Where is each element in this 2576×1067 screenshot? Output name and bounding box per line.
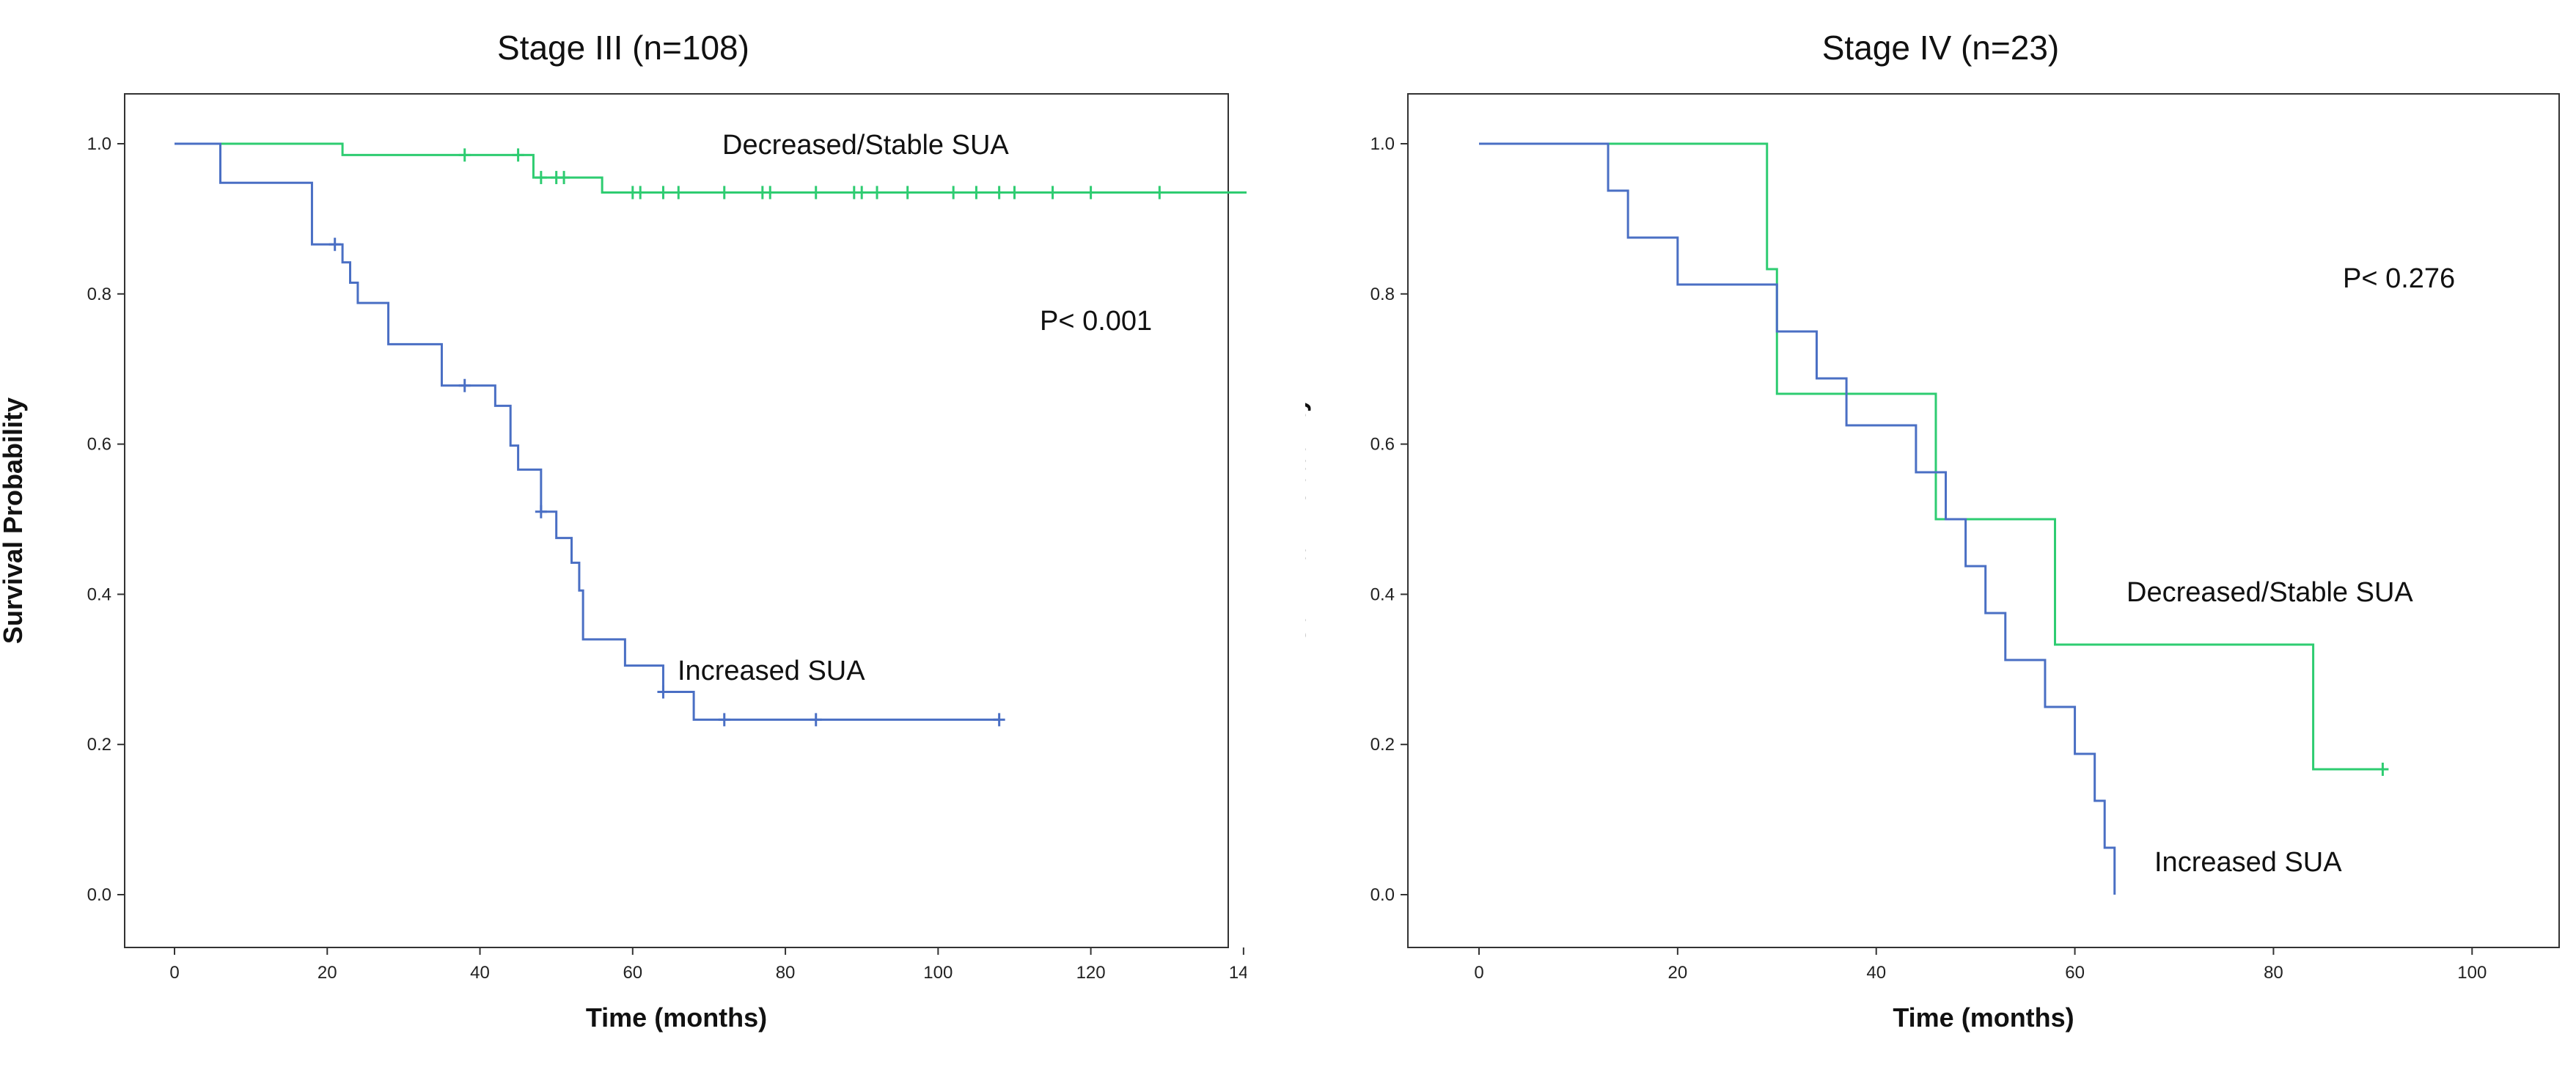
survival-curve-increased xyxy=(175,142,999,721)
censor-mark xyxy=(901,186,914,199)
x-tick-label: 60 xyxy=(623,963,642,983)
x-axis-title: Time (months) xyxy=(586,1002,767,1033)
censor-mark xyxy=(810,713,822,727)
series-label-increased: Increased SUA xyxy=(678,656,865,686)
censor-mark xyxy=(657,685,669,699)
plot-frame xyxy=(124,93,1229,948)
y-tick-label: 0.4 xyxy=(1370,584,1395,604)
survival-curve-decreased-stable xyxy=(175,142,1247,194)
y-tick-label: 0.2 xyxy=(1370,735,1395,755)
y-axis-title: Survival Probability xyxy=(1305,397,1311,644)
chart-stage-iii: Stage III (n=108) 0.0 0.2 0.4 0.6 0.8 1.0 0 20 4… xyxy=(0,0,1247,1067)
p-value: P< 0.276 xyxy=(2343,263,2455,294)
censor-mark xyxy=(718,186,730,199)
y-tick-label: 0.0 xyxy=(87,885,111,905)
censor-mark xyxy=(871,186,884,199)
series-label-decreased-stable: Decreased/Stable SUA xyxy=(2127,577,2413,608)
x-tick-label: 20 xyxy=(1668,963,1688,983)
censor-mark xyxy=(329,238,341,252)
censor-mark xyxy=(970,186,983,199)
x-tick-label: 20 xyxy=(318,963,337,983)
plot-frame xyxy=(1407,93,2560,948)
censor-mark xyxy=(535,505,547,518)
y-tick-label: 1.0 xyxy=(87,134,111,154)
y-tick-label: 0.8 xyxy=(1370,285,1395,304)
censor-mark xyxy=(634,186,647,199)
x-tick-label: 0 xyxy=(1474,963,1483,983)
y-tick-label: 1.0 xyxy=(1370,134,1395,154)
y-tick-label: 0.0 xyxy=(1370,885,1395,905)
censor-mark xyxy=(1046,186,1059,199)
chart-title: Stage IV (n=23) xyxy=(1821,29,2060,67)
p-value: P< 0.001 xyxy=(1040,306,1152,337)
x-tick-label: 60 xyxy=(2065,963,2085,983)
censor-mark xyxy=(993,713,1005,727)
censor-mark xyxy=(657,186,669,199)
y-tick-label: 0.4 xyxy=(87,584,111,604)
x-tick-label: 40 xyxy=(470,963,490,983)
censor-mark xyxy=(458,378,471,392)
censor-mark xyxy=(764,186,777,199)
censor-mark xyxy=(2377,762,2389,776)
x-tick-label: 80 xyxy=(776,963,796,983)
y-tick-label: 0.2 xyxy=(87,735,111,755)
censor-mark xyxy=(458,148,471,162)
x-tick-label: 80 xyxy=(2264,963,2283,983)
y-axis-title: Survival Probability xyxy=(0,397,28,644)
plot-area: 0.0 0.2 0.4 0.6 0.8 1.0 0 20 40 60 80 100 Time (mont… xyxy=(1305,93,2560,1033)
censor-mark xyxy=(1008,186,1021,199)
censor-mark xyxy=(535,171,547,185)
y-tick-label: 0.8 xyxy=(87,285,111,304)
series-label-increased: Increased SUA xyxy=(2154,847,2342,878)
censor-mark xyxy=(1153,186,1166,199)
x-tick-label: 100 xyxy=(923,963,953,983)
censor-mark xyxy=(558,171,570,185)
x-tick-label: 40 xyxy=(1866,963,1886,983)
plot-area: 0.0 0.2 0.4 0.6 0.8 1.0 0 20 40 60 80 100 120 140 Time… xyxy=(0,93,1247,1033)
survival-curve-decreased-stable xyxy=(1479,142,2383,771)
x-tick-label: 140 xyxy=(1229,963,1247,983)
censor-mark xyxy=(512,148,524,162)
survival-curve-increased xyxy=(1479,142,2116,895)
censor-mark xyxy=(810,186,822,199)
censor-mark xyxy=(947,186,960,199)
y-tick-label: 0.6 xyxy=(1370,435,1395,455)
x-tick-label: 120 xyxy=(1076,963,1106,983)
censor-mark xyxy=(672,186,685,199)
x-axis-title: Time (months) xyxy=(1893,1002,2074,1033)
series-label-decreased-stable: Decreased/Stable SUA xyxy=(722,130,1009,161)
chart-stage-iv: Stage IV (n=23) 0.0 0.2 0.4 0.6 0.8 1.0 0 20 40 6… xyxy=(1305,0,2576,1067)
x-tick-label: 100 xyxy=(2457,963,2487,983)
x-tick-label: 0 xyxy=(169,963,179,983)
censor-mark xyxy=(993,186,1005,199)
censor-mark xyxy=(1085,186,1097,199)
censor-mark xyxy=(856,186,868,199)
chart-title: Stage III (n=108) xyxy=(497,29,749,67)
y-tick-label: 0.6 xyxy=(87,435,111,455)
censor-mark xyxy=(718,713,730,727)
